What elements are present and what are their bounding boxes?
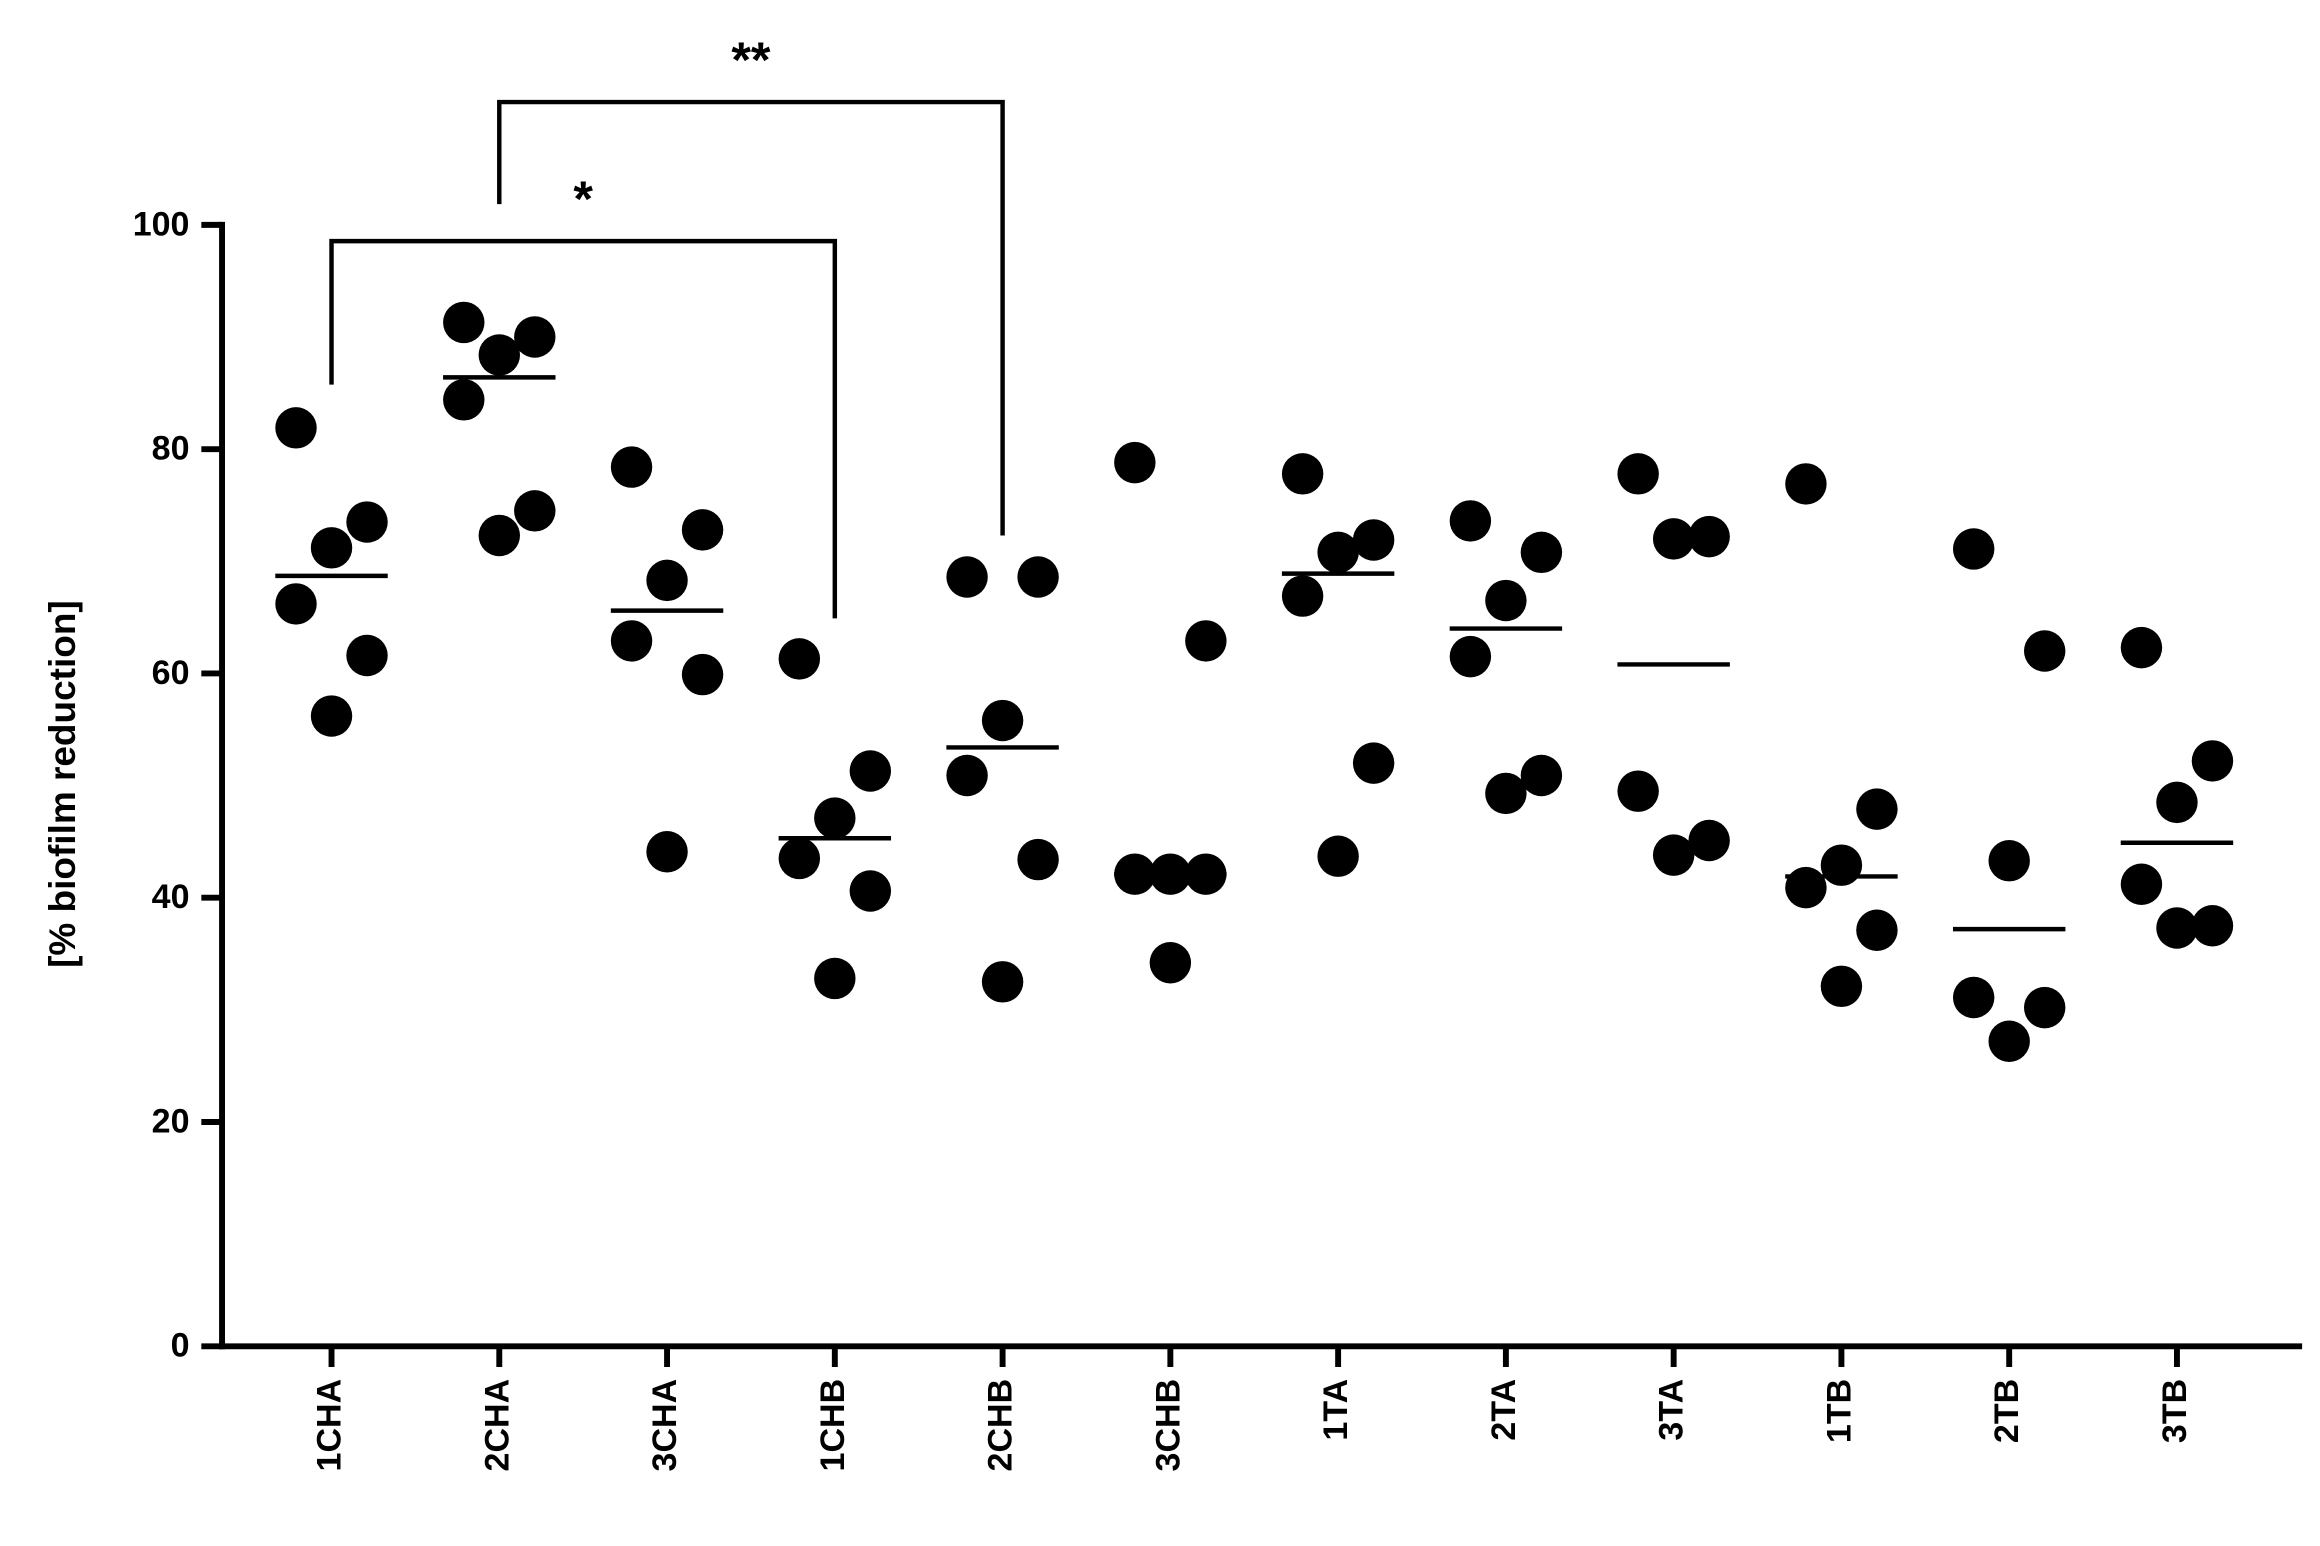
x-tick-label: 3TA	[1653, 1379, 1691, 1441]
data-point	[946, 754, 988, 797]
data-point	[1988, 839, 2030, 882]
data-point	[514, 316, 556, 358]
data-point	[1856, 909, 1898, 951]
data-point	[1952, 528, 1995, 570]
data-point	[814, 957, 856, 1000]
data-point	[610, 620, 653, 662]
data-point	[1988, 1020, 2030, 1062]
y-tick-label: 80	[152, 430, 190, 468]
x-tick-label: 1TA	[1317, 1379, 1355, 1441]
data-point	[1820, 965, 1863, 1008]
data-point	[1317, 531, 1359, 574]
data-point	[646, 559, 688, 602]
data-point	[1149, 942, 1192, 984]
data-point	[2120, 626, 2163, 669]
data-point	[346, 634, 388, 677]
data-point	[1449, 500, 1492, 542]
data-point	[2191, 740, 2234, 782]
data-point	[1856, 788, 1898, 830]
data-point	[849, 870, 892, 912]
data-point	[443, 379, 485, 421]
data-point	[981, 699, 1024, 742]
data-point	[514, 490, 556, 532]
data-point	[981, 961, 1024, 1003]
data-point	[778, 638, 821, 680]
data-point	[2120, 863, 2163, 905]
data-point	[310, 527, 353, 569]
data-point	[275, 583, 317, 625]
y-tick-label: 20	[152, 1102, 190, 1140]
data-point	[1785, 463, 1827, 505]
x-tick-label: 2TA	[1485, 1379, 1523, 1441]
data-point	[1820, 844, 1863, 886]
x-tick-label: 1TB	[1820, 1379, 1858, 1443]
data-point	[2156, 907, 2198, 949]
data-point	[1352, 742, 1395, 784]
data-point	[646, 831, 688, 873]
data-point	[1281, 453, 1324, 495]
x-tick-label: 3CHB	[1149, 1379, 1187, 1472]
data-point	[1520, 754, 1563, 797]
data-point	[443, 301, 485, 344]
data-point	[1352, 519, 1395, 561]
data-point	[478, 334, 521, 376]
x-tick-label: 2CHB	[982, 1379, 1020, 1472]
data-point	[1017, 838, 1059, 881]
x-tick-label: 2TB	[1988, 1379, 2026, 1443]
data-point	[1652, 834, 1695, 876]
significance-bracket	[329, 238, 838, 619]
data-point	[310, 695, 353, 737]
data-point	[1449, 635, 1492, 678]
data-point	[275, 407, 317, 449]
significance-label: **	[731, 31, 771, 88]
data-point	[681, 653, 724, 696]
x-tick-label: 1CHB	[814, 1379, 852, 1472]
x-tick-label: 1CHA	[311, 1379, 349, 1472]
data-point	[778, 837, 821, 880]
y-tick-label: 100	[133, 205, 190, 243]
data-point	[346, 501, 388, 543]
data-point	[2023, 986, 2066, 1029]
data-point	[2023, 630, 2066, 672]
data-point	[1617, 453, 1659, 495]
y-tick-label: 60	[152, 654, 190, 692]
data-point	[814, 797, 856, 839]
data-point	[1185, 620, 1227, 662]
x-tick-label: 3TB	[2156, 1379, 2194, 1443]
data-point	[1952, 976, 1995, 1019]
data-point	[1652, 518, 1695, 560]
data-point	[1485, 772, 1527, 815]
data-point	[1017, 556, 1059, 598]
data-point	[849, 750, 892, 792]
x-tick-label: 3CHA	[646, 1379, 684, 1472]
significance-bracket	[497, 99, 1005, 536]
data-point	[1617, 770, 1659, 812]
data-point	[610, 446, 653, 488]
data-point	[2156, 781, 2198, 824]
data-point	[946, 556, 988, 598]
y-axis-label: [% biofilm reduction]	[42, 600, 83, 968]
data-point	[1281, 575, 1324, 617]
data-point	[1688, 515, 1730, 558]
data-point	[1485, 579, 1527, 622]
y-tick-label: 40	[152, 878, 190, 916]
data-point	[478, 514, 521, 557]
data-point	[2191, 905, 2234, 947]
data-point	[1785, 866, 1827, 909]
data-point	[1317, 835, 1359, 877]
data-point	[1688, 819, 1730, 862]
data-point	[1520, 531, 1563, 574]
significance-label: *	[573, 170, 593, 227]
y-tick-label: 0	[171, 1327, 190, 1365]
x-tick-label: 2CHA	[478, 1379, 516, 1472]
data-point	[681, 509, 724, 551]
data-point	[1114, 441, 1156, 484]
